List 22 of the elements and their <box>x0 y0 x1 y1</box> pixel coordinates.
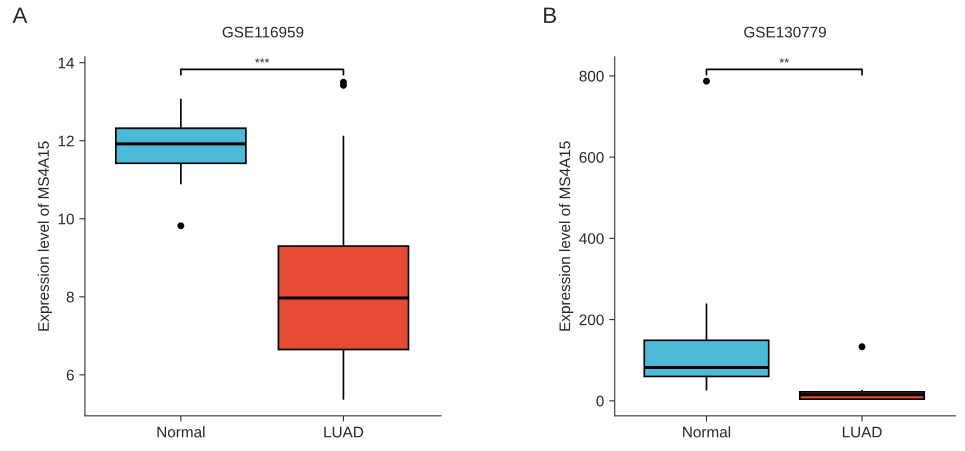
y-tick-label: 10 <box>58 214 74 224</box>
text: B <box>544 8 556 23</box>
text: A <box>12 8 28 23</box>
x-tick-label: Normal <box>683 426 730 438</box>
y-tick-label: 600 <box>580 152 604 163</box>
annotation: ** <box>780 58 789 63</box>
y-tick-label: 12 <box>58 136 74 146</box>
x-tick-label: Normal <box>157 426 204 438</box>
x-tick-label: LUAD <box>324 426 364 438</box>
y-axis-title: Expression level of MS4A15 <box>38 141 52 331</box>
y-tick-label: 14 <box>58 58 74 68</box>
y-axis-title: Expression level of MS4A15 <box>559 141 574 331</box>
x-tick-label: LUAD <box>842 426 882 438</box>
y-tick-label: 200 <box>580 314 604 326</box>
y-tick-label: 6 <box>66 370 74 381</box>
chart-title: GSE116959 <box>222 26 304 38</box>
y-tick-label: 0 <box>596 396 604 406</box>
y-tick-label: 800 <box>579 70 604 82</box>
annotation: *** <box>255 58 270 63</box>
y-tick-label: 8 <box>66 292 74 302</box>
chart-title: GSE130779 <box>744 26 826 38</box>
y-tick-label: 400 <box>579 233 604 244</box>
